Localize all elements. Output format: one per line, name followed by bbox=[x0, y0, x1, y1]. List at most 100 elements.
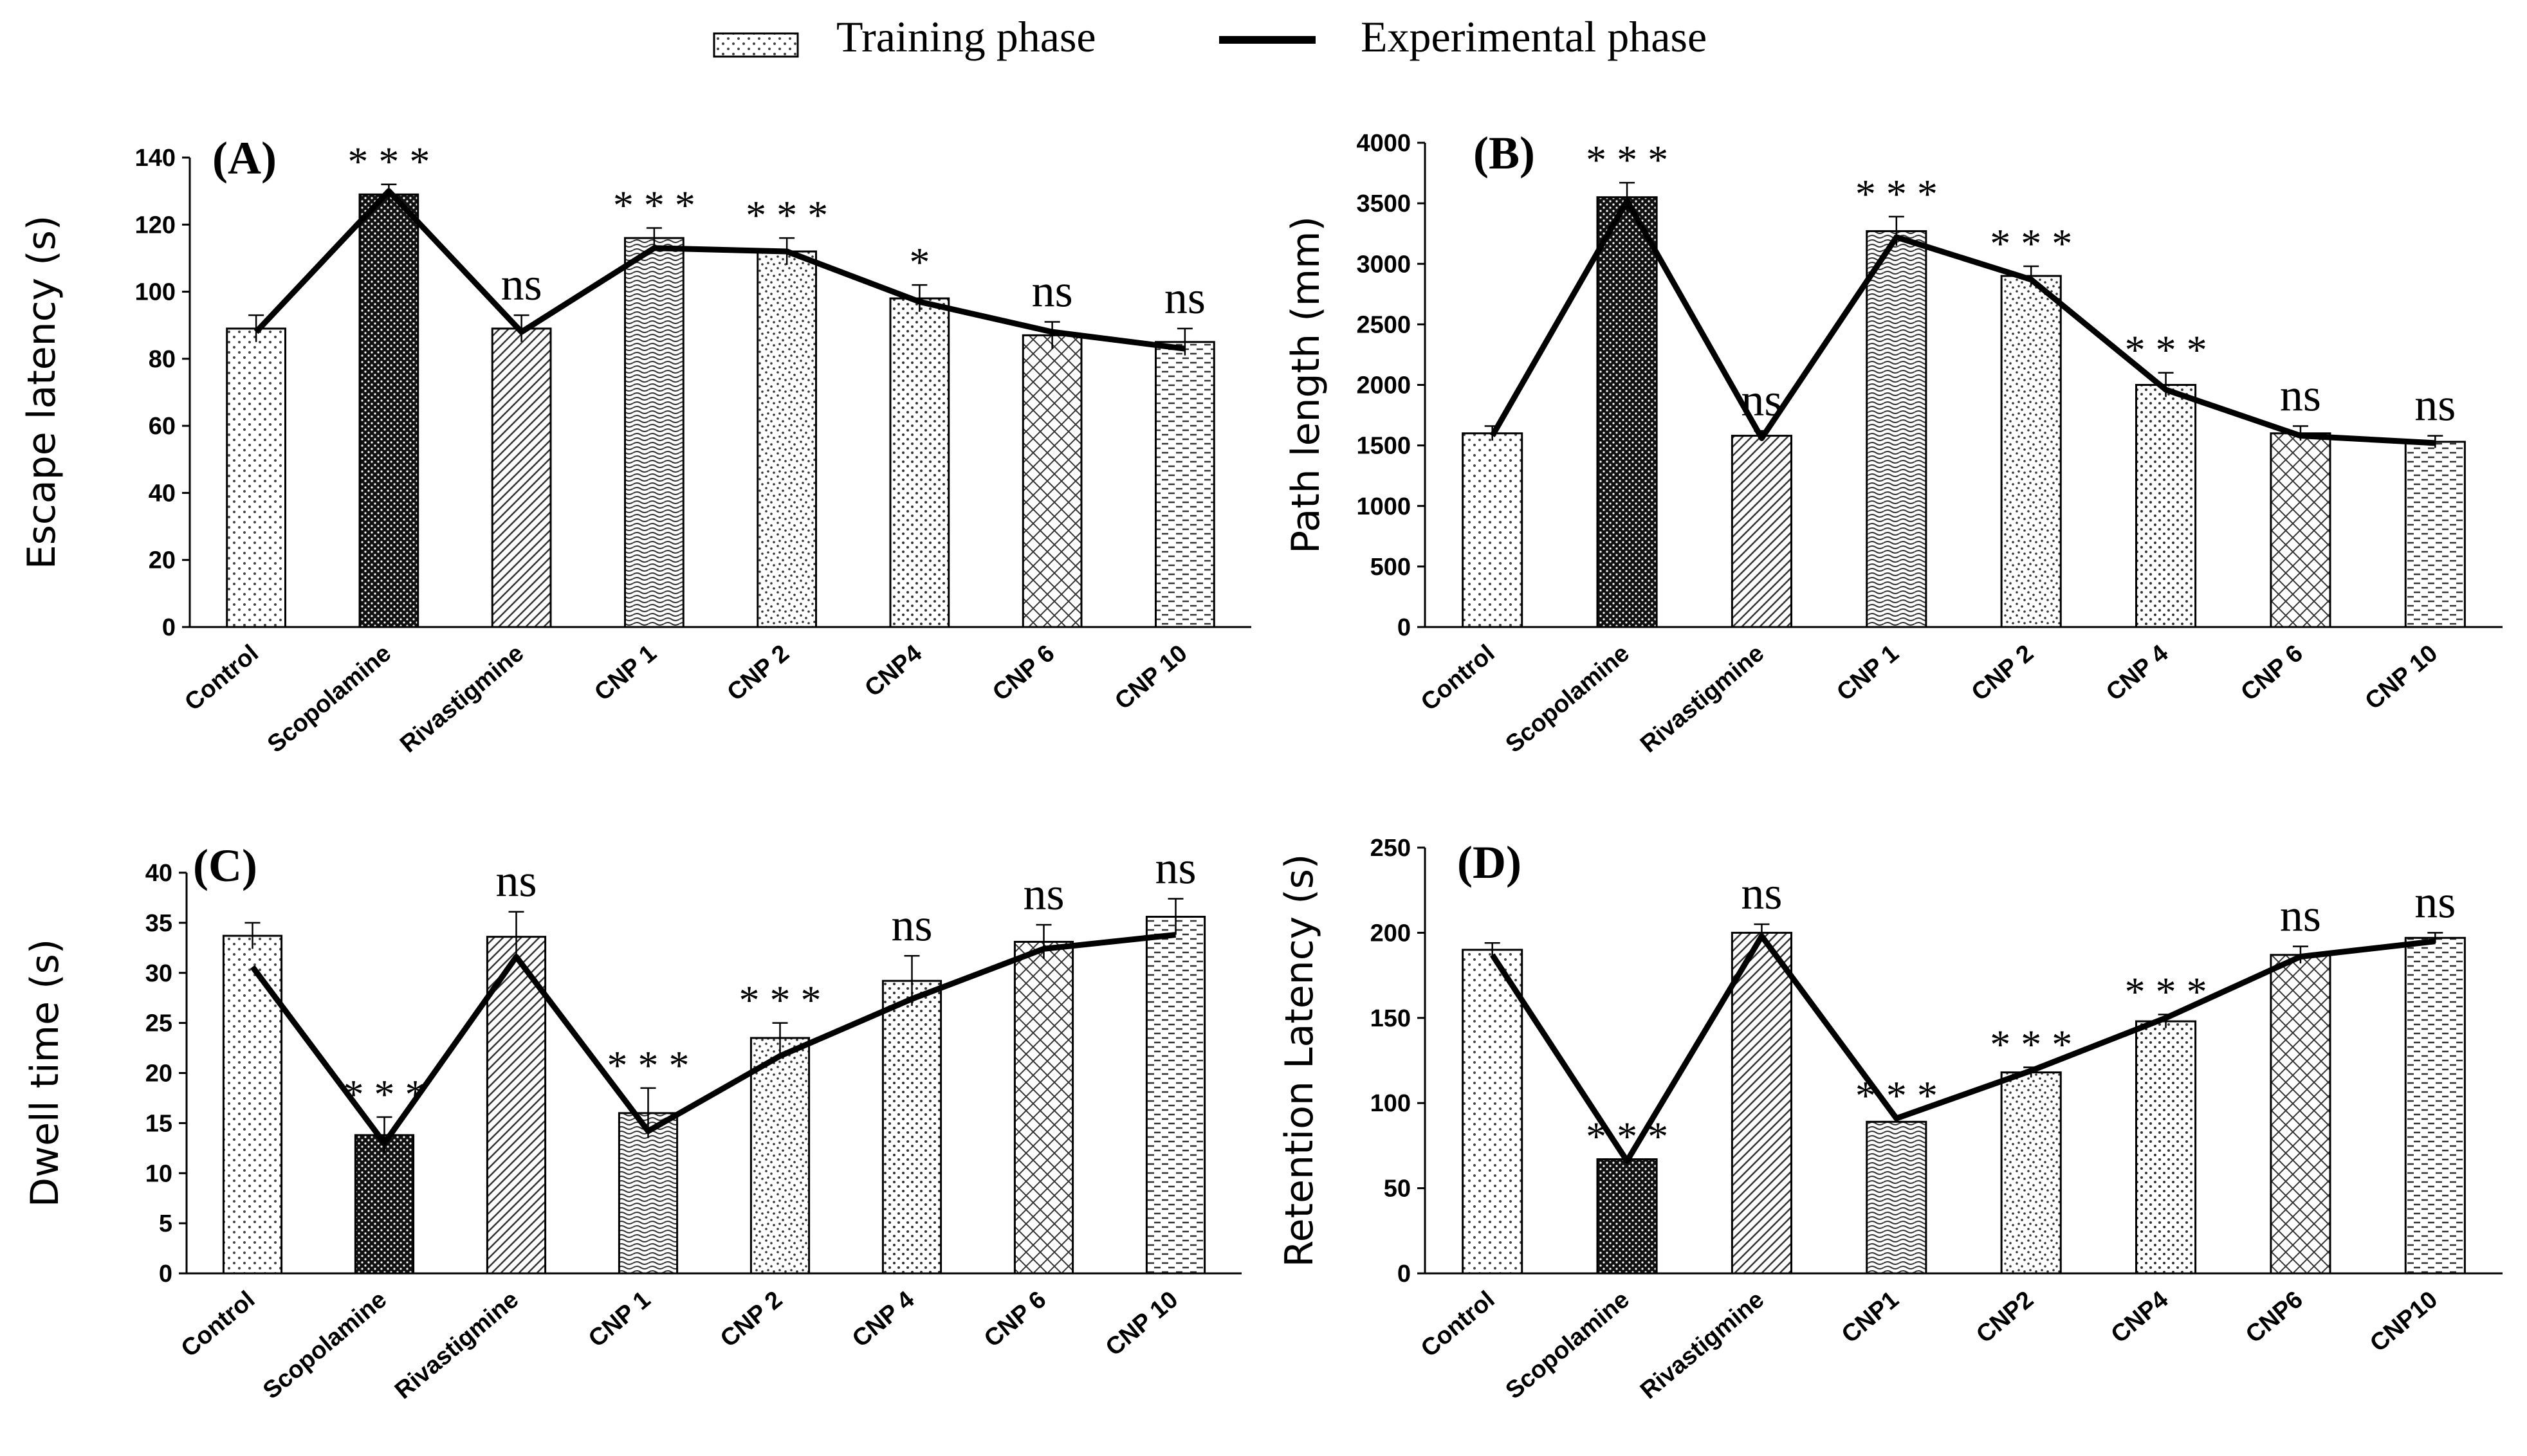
y-tick-label: 80 bbox=[149, 346, 176, 373]
bar bbox=[757, 250, 817, 628]
y-tick-label: 3000 bbox=[1356, 251, 1411, 278]
y-tick-label: 0 bbox=[1397, 1260, 1411, 1288]
bar bbox=[226, 327, 286, 628]
annotation-significance: * * * bbox=[347, 139, 430, 185]
bar bbox=[2404, 936, 2466, 1275]
annotation-significance: * * * bbox=[1586, 137, 1668, 183]
bar bbox=[1866, 230, 1927, 628]
x-tick-label: Scopolamine bbox=[258, 1286, 392, 1405]
bar bbox=[1596, 196, 1658, 628]
bar bbox=[1866, 1120, 1927, 1275]
x-tick-label: CNP10 bbox=[2365, 1286, 2443, 1358]
x-tick-label: CNP4 bbox=[860, 640, 928, 702]
annotation-ns: ns bbox=[495, 855, 537, 907]
y-tick-label: 120 bbox=[135, 212, 176, 239]
legend-bar-label: Training phase bbox=[836, 12, 1096, 61]
y-tick-label: 40 bbox=[145, 860, 172, 887]
y-tick-label: 2500 bbox=[1356, 311, 1411, 338]
x-tick-label: CNP 10 bbox=[2360, 640, 2443, 715]
y-axis-label: Dwell time (s) bbox=[23, 939, 68, 1207]
x-tick-label: CNP 4 bbox=[847, 1286, 919, 1353]
annotation-ns: ns bbox=[1164, 272, 1206, 323]
x-tick-label: CNP6 bbox=[2241, 1286, 2308, 1349]
annotation-ns: ns bbox=[2280, 370, 2321, 421]
bar bbox=[354, 1134, 415, 1275]
x-tick-label: Scopolamine bbox=[1501, 1286, 1635, 1405]
annotation-significance: * * * bbox=[613, 183, 695, 228]
bar bbox=[1022, 334, 1083, 628]
y-tick-label: 50 bbox=[1384, 1176, 1411, 1203]
annotation-ns: ns bbox=[501, 259, 542, 310]
y-tick-label: 20 bbox=[149, 547, 176, 574]
x-tick-label: Scopolamine bbox=[262, 640, 396, 758]
bar bbox=[881, 979, 942, 1275]
y-tick-label: 250 bbox=[1370, 835, 1411, 862]
bar bbox=[1462, 949, 1523, 1275]
x-tick-label: CNP 10 bbox=[1101, 1286, 1183, 1361]
x-tick-label: CNP2 bbox=[1971, 1286, 2039, 1349]
y-tick-label: 2000 bbox=[1356, 372, 1411, 399]
experimental-line bbox=[1489, 933, 2436, 1164]
bar bbox=[1596, 1158, 1658, 1275]
legend-bar-swatch bbox=[713, 32, 799, 58]
y-tick-label: 5 bbox=[159, 1210, 172, 1237]
x-tick-label: CNP4 bbox=[2106, 1286, 2174, 1349]
x-tick-label: Rivastigmine bbox=[390, 1286, 524, 1405]
chart-panel: (D) Retention Latency (s) 0 50 100 150 200 250 *… bbox=[1277, 835, 2503, 1405]
y-tick-label: 30 bbox=[145, 960, 172, 987]
annotation-significance: * * * bbox=[746, 192, 828, 238]
annotation-significance: * * * bbox=[1586, 1114, 1668, 1160]
x-tick-label: CNP 6 bbox=[979, 1286, 1051, 1353]
bar bbox=[2000, 1071, 2062, 1275]
y-tick-label: 20 bbox=[145, 1060, 172, 1087]
bar bbox=[222, 934, 283, 1275]
bar bbox=[358, 193, 419, 628]
bar bbox=[1731, 435, 1792, 628]
bar bbox=[2270, 954, 2331, 1275]
annotation-ns: ns bbox=[1155, 842, 1196, 893]
x-tick-label: Rivastigmine bbox=[1635, 1286, 1769, 1405]
bar bbox=[889, 297, 950, 628]
x-tick-label: Rivastigmine bbox=[395, 640, 529, 758]
annotation-ns: ns bbox=[891, 899, 932, 951]
bar bbox=[618, 1112, 679, 1275]
bar bbox=[2135, 384, 2197, 628]
y-tick-label: 25 bbox=[145, 1010, 172, 1037]
chart-panel: (A) Escape latency (s) 0 20 40 60 80 100 120 140 *… bbox=[19, 132, 1251, 758]
annotation-significance: * * * bbox=[1990, 221, 2072, 266]
bar bbox=[1145, 916, 1206, 1275]
bar bbox=[2000, 275, 2062, 628]
panel-label: (A) bbox=[212, 132, 277, 184]
x-tick-label: Scopolamine bbox=[1501, 640, 1635, 758]
y-tick-label: 15 bbox=[145, 1110, 172, 1137]
y-tick-label: 60 bbox=[149, 413, 176, 440]
experimental-line bbox=[250, 932, 1176, 1147]
y-tick-label: 100 bbox=[135, 279, 176, 306]
annotation-ns: ns bbox=[2280, 890, 2321, 942]
x-tick-label: CNP 1 bbox=[589, 640, 661, 707]
x-tick-label: Rivastigmine bbox=[1635, 640, 1769, 758]
x-tick-label: CNP 1 bbox=[1832, 640, 1904, 707]
y-tick-label: 3500 bbox=[1356, 190, 1411, 217]
experimental-line bbox=[253, 188, 1186, 352]
y-axis-label: Escape latency (s) bbox=[19, 215, 64, 570]
bar bbox=[749, 1037, 811, 1275]
y-tick-label: 150 bbox=[1370, 1005, 1411, 1032]
y-tick-label: 35 bbox=[145, 910, 172, 937]
annotation-significance: * * * bbox=[607, 1042, 690, 1088]
bar bbox=[1013, 940, 1074, 1275]
x-tick-label: CNP 2 bbox=[722, 640, 795, 707]
y-tick-label: 500 bbox=[1370, 554, 1411, 581]
annotation-ns: ns bbox=[1741, 374, 1782, 426]
bar bbox=[1731, 931, 1792, 1275]
y-tick-label: 0 bbox=[162, 614, 176, 641]
y-tick-label: 200 bbox=[1370, 920, 1411, 947]
y-axis-label: Retention Latency (s) bbox=[1277, 854, 1322, 1268]
panel-label: (C) bbox=[193, 840, 257, 891]
chart-panel: (C) Dwell time (s) 0 5 10 15 20 25 30 35 40 * * * ns… bbox=[23, 840, 1242, 1405]
annotation-ns: ns bbox=[1032, 266, 1073, 317]
annotation-ns: ns bbox=[2414, 379, 2456, 431]
y-tick-label: 4000 bbox=[1356, 130, 1411, 157]
annotation-significance: * * * bbox=[2125, 969, 2207, 1015]
